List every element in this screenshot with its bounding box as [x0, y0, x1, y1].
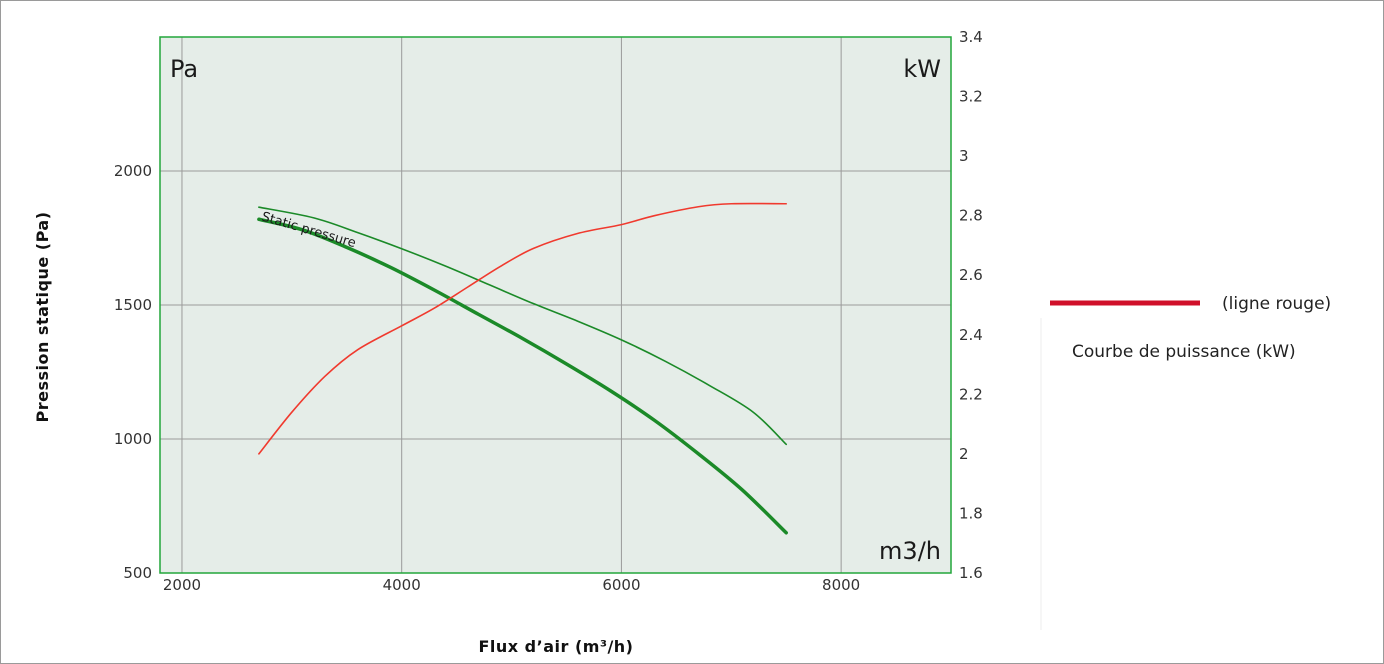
y2-tick-label: 2.4: [959, 326, 983, 344]
series-static-pressure-thin: [258, 206, 788, 446]
x-axis-title: Flux d’air (m³/h): [478, 637, 633, 656]
y2-tick-label: 2.6: [959, 266, 983, 284]
plot-border: [159, 36, 952, 574]
y-tick-label: 500: [123, 564, 152, 582]
x-tick-label: 6000: [602, 576, 640, 594]
series-static-pressure-thick: [257, 217, 788, 535]
y2-tick-label: 3.4: [959, 28, 983, 46]
series-layer: [257, 202, 788, 535]
y2-tick-label: 3.2: [959, 88, 983, 106]
y2-tick-label: 1.8: [959, 504, 983, 522]
x-tick-label: 8000: [822, 576, 860, 594]
tick-labels: 2000 4000 6000 8000 500 1000 1500 2000 1.6 1.8 2 2.…: [114, 28, 983, 594]
legend-caption: Courbe de puissance (kW): [1072, 342, 1296, 362]
y-axis-title: Pression statique (Pa): [33, 211, 52, 422]
y-tick-label: 1000: [114, 430, 152, 448]
unit-label-m3h: m3/h: [879, 537, 941, 565]
grid: [160, 37, 951, 573]
legend-line-label: (ligne rouge): [1222, 294, 1331, 314]
unit-label-kw: kW: [903, 55, 941, 83]
x-tick-label: 4000: [383, 576, 421, 594]
x-tick-label: 2000: [163, 576, 201, 594]
y-tick-label: 2000: [114, 162, 152, 180]
y2-tick-label: 2: [959, 445, 969, 463]
unit-label-pa: Pa: [170, 55, 198, 83]
y2-tick-label: 1.6: [959, 564, 983, 582]
y-tick-label: 1500: [114, 296, 152, 314]
series-power-curve: [258, 202, 788, 455]
y2-tick-label: 3: [959, 147, 969, 165]
y2-tick-label: 2.8: [959, 207, 983, 225]
y2-tick-label: 2.2: [959, 385, 983, 403]
